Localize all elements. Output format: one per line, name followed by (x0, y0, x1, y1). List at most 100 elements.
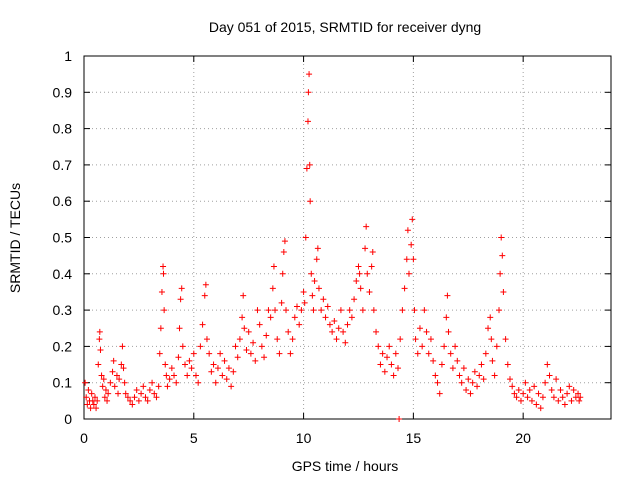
data-point (85, 386, 92, 393)
data-point (156, 350, 163, 357)
data-point (438, 361, 445, 368)
data-point (129, 401, 136, 408)
data-point (228, 383, 235, 390)
data-point (390, 372, 397, 379)
data-point (487, 314, 494, 321)
data-point (410, 256, 417, 263)
data-point (96, 336, 103, 343)
data-point (404, 227, 411, 234)
data-point (499, 252, 506, 259)
data-point (300, 288, 307, 295)
data-point (133, 386, 140, 393)
plot-area (83, 55, 612, 420)
data-point (88, 390, 95, 397)
data-point (142, 394, 149, 401)
data-point (127, 397, 134, 404)
data-point (121, 379, 128, 386)
data-point (111, 383, 118, 390)
data-point (576, 397, 583, 404)
data-point (314, 245, 321, 252)
data-point (269, 285, 276, 292)
data-point (311, 278, 318, 285)
data-point (308, 270, 315, 277)
data-point (87, 405, 94, 412)
data-point (337, 307, 344, 314)
data-point (289, 336, 296, 343)
data-point (357, 285, 364, 292)
data-point (119, 343, 126, 350)
data-point (131, 394, 138, 401)
data-point (344, 321, 351, 328)
data-point (109, 368, 116, 375)
data-point (403, 256, 410, 263)
data-point (531, 383, 538, 390)
data-point (161, 307, 168, 314)
data-point (305, 89, 312, 96)
data-point (173, 379, 180, 386)
data-point (396, 416, 403, 422)
data-point (267, 314, 274, 321)
data-point (178, 285, 185, 292)
data-point (454, 357, 461, 364)
data-point (197, 343, 204, 350)
data-point (329, 328, 336, 335)
data-point (176, 325, 183, 332)
data-point (100, 376, 107, 383)
data-point (225, 365, 232, 372)
data-point (411, 307, 418, 314)
data-point (539, 394, 546, 401)
data-point (526, 386, 533, 393)
data-point (158, 288, 165, 295)
data-point (309, 292, 316, 299)
data-point (506, 376, 513, 383)
data-point (399, 307, 406, 314)
data-point (379, 350, 386, 357)
data-point (179, 343, 186, 350)
data-point (515, 386, 522, 393)
data-point (153, 394, 160, 401)
y-tick-label: 0.6 (53, 193, 73, 209)
data-point (258, 343, 265, 350)
data-point (208, 368, 215, 375)
data-point (206, 350, 213, 357)
y-tick-label: 0.5 (53, 230, 73, 246)
data-point (366, 288, 373, 295)
data-point (302, 234, 309, 241)
data-point (386, 343, 393, 350)
data-point (274, 336, 281, 343)
data-point (94, 397, 101, 404)
data-point (570, 386, 577, 393)
data-point (359, 307, 366, 314)
data-point (555, 397, 562, 404)
data-point (315, 285, 322, 292)
data-point (513, 394, 520, 401)
data-point (263, 332, 270, 339)
data-point (98, 372, 105, 379)
data-point (261, 354, 268, 361)
data-point (203, 336, 210, 343)
data-point (168, 365, 175, 372)
data-point (285, 328, 292, 335)
data-point (348, 314, 355, 321)
data-point (409, 216, 416, 223)
data-point (175, 354, 182, 361)
data-point (99, 383, 106, 390)
data-point (355, 263, 362, 270)
data-point (247, 350, 254, 357)
grid (84, 56, 611, 419)
data-point (427, 336, 434, 343)
data-point (456, 372, 463, 379)
data-point (96, 328, 103, 335)
data-point (296, 321, 303, 328)
data-point (82, 379, 89, 386)
data-point (164, 383, 171, 390)
data-point (432, 372, 439, 379)
data-point (306, 71, 313, 78)
y-tick-label: 0.4 (53, 266, 73, 282)
data-point (272, 307, 279, 314)
data-point (498, 234, 505, 241)
data-point (548, 386, 555, 393)
data-point (340, 328, 347, 335)
data-point (335, 325, 342, 332)
data-point (476, 372, 483, 379)
